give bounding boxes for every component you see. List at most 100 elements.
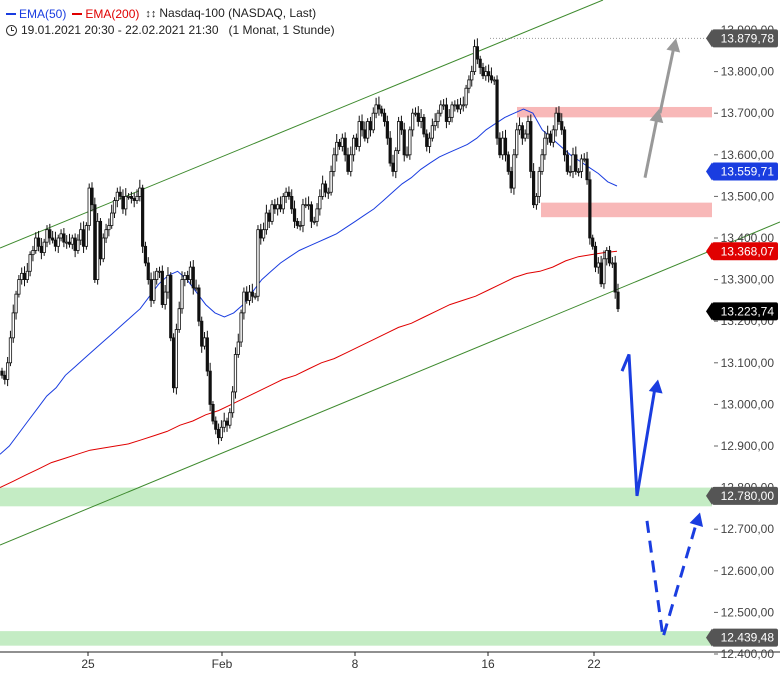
candle-body (290, 195, 294, 210)
candle-body (236, 341, 240, 355)
candle-body (416, 112, 420, 122)
candle-body (70, 237, 74, 245)
candle-body (506, 154, 510, 172)
candle-body (101, 237, 105, 260)
candle-body (194, 287, 198, 290)
candle-body (247, 291, 252, 301)
y-tick-label: 13.800,00 (721, 65, 775, 79)
x-tick-label: 25 (81, 657, 95, 671)
candle-body (211, 403, 215, 422)
candle-body (214, 420, 218, 430)
candle-body (76, 239, 80, 251)
candle-body (278, 204, 283, 210)
y-tick-label: 13.000,00 (721, 397, 775, 411)
candle-body (298, 225, 302, 227)
candle-body (28, 254, 32, 272)
candle-body (200, 320, 204, 347)
candle-body (335, 141, 339, 156)
candle-body (309, 204, 314, 222)
candle-body (17, 279, 21, 295)
candle-body (183, 275, 187, 281)
candle-body (42, 241, 46, 253)
candle-body (450, 104, 454, 118)
candle-body (62, 233, 66, 243)
y-tick-label: 13.300,00 (721, 273, 775, 287)
candle-body (166, 275, 170, 293)
ema200-swatch (72, 13, 83, 16)
candle-body (534, 195, 539, 206)
blue-solid-arrowhead (648, 379, 663, 394)
candle-body (31, 250, 35, 256)
grey-arrow-shaft-1 (643, 112, 660, 178)
candle-body (464, 87, 468, 106)
lower-channel-line (0, 221, 780, 546)
candle-body (115, 191, 119, 201)
candle-body (20, 272, 24, 280)
candle-body (56, 237, 60, 247)
candle-body (602, 258, 606, 285)
candle-body (98, 220, 103, 260)
candle-body (118, 191, 122, 197)
grey-arrow-head-2 (666, 38, 681, 53)
candle-body (245, 291, 249, 301)
candle-body (501, 137, 505, 156)
candle-body (562, 129, 567, 156)
y-tick-label: 13.100,00 (721, 356, 775, 370)
candle-body (599, 262, 603, 285)
candle-body (96, 220, 100, 281)
ema200-price-tag (712, 242, 778, 261)
candle-body (135, 195, 139, 201)
candle-body (512, 154, 516, 189)
candle-body (126, 195, 131, 198)
candle-body (540, 154, 544, 172)
candle-body (425, 133, 429, 147)
candle-body (498, 137, 502, 156)
candle-body (492, 79, 496, 82)
candle-body (256, 229, 260, 297)
high-price-tag-pointer (706, 29, 712, 48)
candle-body (532, 171, 536, 206)
candle-body (152, 279, 156, 301)
last-price-tag (712, 302, 778, 321)
candle-body (110, 212, 114, 226)
candle-body (529, 121, 533, 172)
candle-body (93, 204, 97, 280)
ema50-label: EMA(50) (19, 6, 67, 21)
candle-body (208, 370, 212, 405)
candle-body (90, 187, 94, 206)
y-tick-label: 12.900,00 (721, 439, 775, 453)
candle-body (458, 104, 463, 110)
candle-body (306, 204, 311, 207)
candle-body (301, 204, 305, 226)
y-tick-label: 12.600,00 (721, 564, 775, 578)
candle-body (104, 229, 108, 239)
candle-body (551, 129, 555, 143)
candle-body (8, 337, 13, 364)
ema200-price-tag-pointer (706, 242, 712, 261)
ema200-legend-item: EMA(200) (72, 6, 139, 22)
candle-body (548, 133, 553, 143)
candle-body (360, 121, 364, 131)
candle-body (470, 71, 474, 81)
candle-body (456, 104, 460, 110)
support-zone-green-2 (0, 631, 712, 646)
candle-body (270, 204, 274, 222)
candle-body (318, 195, 322, 210)
candle-body (433, 121, 437, 127)
support-2-price-tag-pointer (706, 628, 712, 647)
candle-body (81, 229, 86, 247)
candle-body (546, 133, 550, 139)
candle-body (616, 291, 620, 310)
ema50-price-label: 13.559,71 (721, 165, 775, 179)
ema50-price-tag-pointer (706, 162, 712, 181)
ema50-swatch (6, 13, 16, 16)
grey-arrow-shaft-2 (658, 46, 676, 114)
candle-body (509, 171, 513, 189)
y-tick-label: 13.500,00 (721, 189, 775, 203)
candle-body (138, 187, 142, 197)
candle-body (67, 241, 72, 245)
candle-body (36, 237, 41, 247)
candle-body (411, 112, 415, 131)
candle-body (478, 58, 482, 68)
candle-body (543, 137, 547, 156)
